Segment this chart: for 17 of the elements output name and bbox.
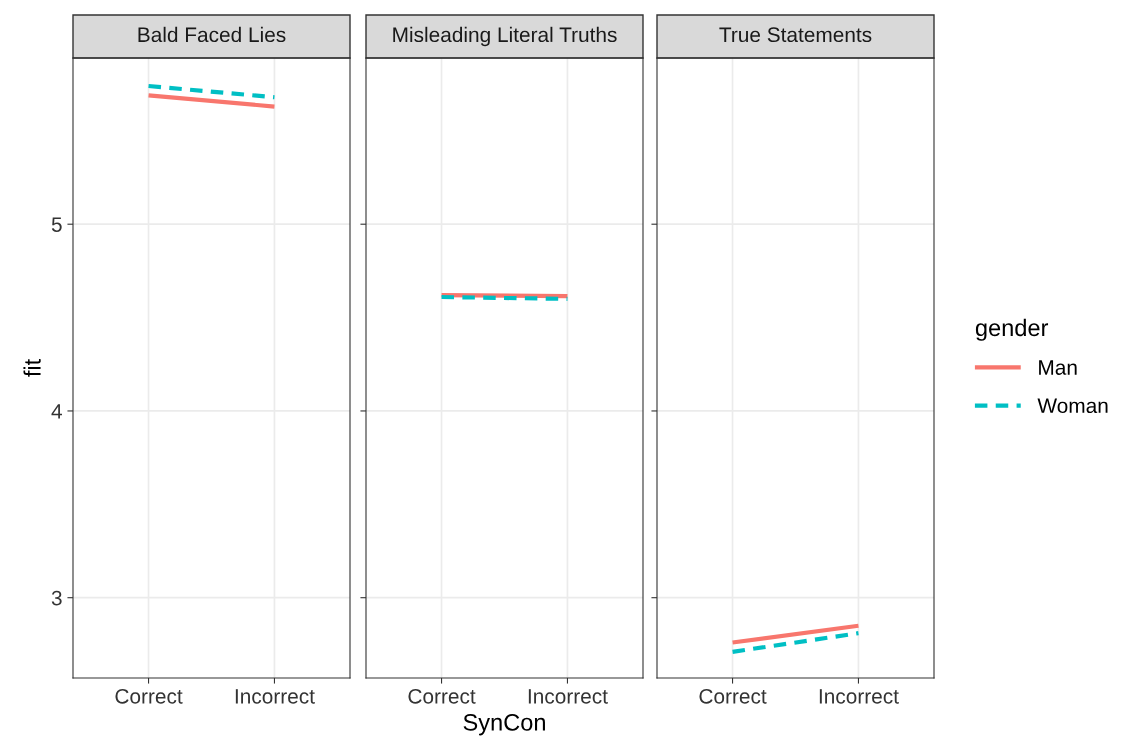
- x-tick-label: Incorrect: [819, 689, 899, 704]
- chart-title: Bald Faced Lies: [138, 26, 286, 43]
- chart-title: Misleading Literal Truths: [393, 26, 617, 47]
- x-tick-label: Correct: [115, 688, 183, 704]
- y-tick-label: 3: [51, 590, 62, 606]
- legend-label: Woman: [1037, 398, 1108, 414]
- x-tick-label: Correct: [699, 688, 767, 704]
- legend-title: gender: [975, 318, 1049, 341]
- x-tick-label: Incorrect: [235, 689, 315, 704]
- chart-title: True Statements: [719, 27, 872, 43]
- y-axis-title: fit: [23, 358, 41, 377]
- x-tick-label: Incorrect: [528, 689, 608, 704]
- y-tick-label: 4: [51, 404, 62, 419]
- y-tick-label: 5: [51, 217, 62, 232]
- x-axis-title: SynCon: [463, 714, 545, 736]
- x-tick-label: Correct: [408, 688, 476, 704]
- legend-label: Man: [1039, 360, 1077, 375]
